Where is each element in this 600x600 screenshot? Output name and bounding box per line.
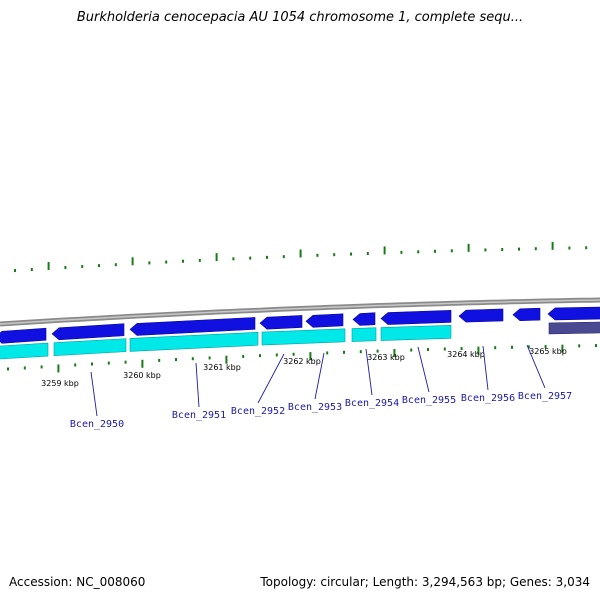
- gc-skew-inner-track: [7, 344, 597, 373]
- gene-arrow: [259, 315, 303, 330]
- gene-leader-line: [417, 346, 430, 393]
- gene-arrow: [547, 306, 600, 321]
- gene-leader-line: [482, 345, 489, 391]
- gene-label[interactable]: Bcen_2954: [345, 398, 399, 409]
- backbone-highlight: [0, 299, 600, 325]
- special-gene-block: [548, 321, 600, 335]
- gene-leader-line: [314, 352, 325, 400]
- kbp-ruler: 3259 kbp 3260 kbp 3261 kbp 3262 kbp 3263 kbp…: [41, 347, 567, 388]
- gene-leader-line: [257, 353, 285, 404]
- gc-skew-outer-track: [14, 241, 588, 273]
- reverse-gene-block: [53, 338, 127, 357]
- gene-label[interactable]: Bcen_2950: [70, 419, 124, 430]
- forward-strand-genes: [0, 306, 600, 344]
- gene-leader-line: [195, 362, 200, 408]
- gene-leader-line: [90, 371, 98, 417]
- gene-arrow: [51, 323, 125, 341]
- ruler-label: 3262 kbp: [283, 357, 321, 366]
- ruler-label: 3259 kbp: [41, 379, 79, 388]
- reverse-strand-track: [0, 321, 600, 360]
- ruler-label: 3260 kbp: [123, 371, 161, 380]
- gene-arrow: [458, 308, 504, 323]
- gene-arrow: [512, 307, 541, 322]
- ruler-label: 3265 kbp: [529, 347, 567, 356]
- gene-arrow: [129, 317, 256, 336]
- gene-leader-line: [365, 348, 373, 396]
- reverse-gene-block: [351, 327, 377, 342]
- gene-label[interactable]: Bcen_2956: [461, 393, 515, 404]
- gene-label[interactable]: Bcen_2957: [518, 391, 572, 402]
- gene-arrow: [0, 327, 47, 344]
- reverse-gene-block: [129, 331, 259, 352]
- genome-summary: Topology: circular; Length: 3,294,563 bp…: [260, 575, 590, 589]
- gene-label[interactable]: Bcen_2951: [172, 410, 226, 421]
- gene-label[interactable]: Bcen_2955: [402, 395, 456, 406]
- gene-leader-line: [526, 344, 546, 389]
- chromosome-backbone: [0, 297, 600, 327]
- accession-label: Accession: NC_008060: [9, 575, 146, 589]
- gene-arrow: [305, 313, 344, 328]
- ruler-label: 3261 kbp: [203, 363, 241, 372]
- gene-label[interactable]: Bcen_2953: [288, 402, 342, 413]
- gene-arrow: [352, 312, 376, 326]
- reverse-gene-block: [0, 342, 49, 360]
- ruler-label: 3263 kbp: [367, 353, 405, 362]
- gene-arrow: [380, 310, 452, 325]
- reverse-gene-block: [261, 328, 346, 346]
- map-title: Burkholderia cenocepacia AU 1054 chromos…: [76, 10, 524, 25]
- gene-label[interactable]: Bcen_2952: [231, 406, 285, 417]
- reverse-gene-block: [380, 325, 452, 341]
- ruler-label: 3264 kbp: [447, 350, 485, 359]
